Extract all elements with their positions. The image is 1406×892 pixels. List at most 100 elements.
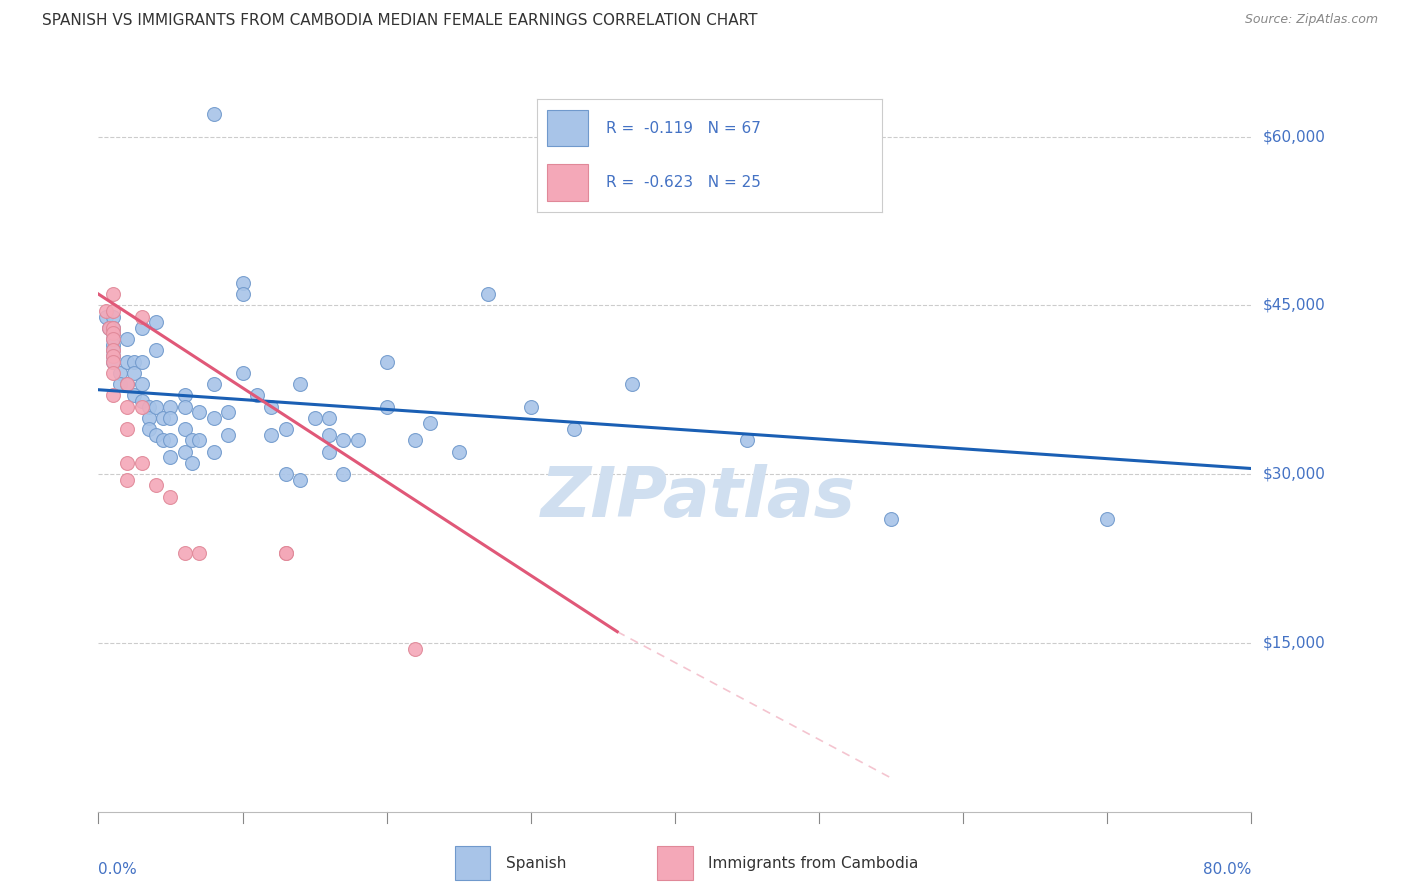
Point [152,410,174,425]
Point [97,321,120,335]
Point [290,377,312,392]
Text: $30,000: $30,000 [1263,467,1326,482]
Point [101,326,124,341]
Point [117,400,138,414]
Point [477,287,499,301]
Point [101,343,124,358]
Point [880,512,903,526]
Point [159,434,181,448]
Point [117,422,138,436]
Point [174,400,197,414]
Text: Immigrants from Cambodia: Immigrants from Cambodia [709,855,918,871]
Point [174,388,197,402]
Point [274,422,297,436]
Point [419,417,441,431]
Point [405,434,427,448]
Point [101,287,124,301]
Point [217,427,239,442]
Point [152,434,174,448]
Point [332,434,354,448]
Point [181,456,204,470]
Point [131,456,153,470]
Text: R =  -0.119   N = 67: R = -0.119 N = 67 [606,120,761,136]
Point [145,478,167,492]
FancyBboxPatch shape [658,846,693,880]
Text: Source: ZipAtlas.com: Source: ZipAtlas.com [1244,13,1378,27]
Point [108,366,131,380]
Point [562,422,585,436]
Point [117,377,138,392]
Point [131,377,153,392]
Text: $60,000: $60,000 [1263,129,1326,144]
Point [131,321,153,335]
Point [101,343,124,358]
Point [231,276,254,290]
Point [131,310,153,324]
Text: $15,000: $15,000 [1263,635,1326,650]
Text: 80.0%: 80.0% [1204,863,1251,878]
FancyBboxPatch shape [456,846,491,880]
Point [101,310,124,324]
Point [124,388,146,402]
Point [332,467,354,482]
Point [260,400,283,414]
Point [735,434,758,448]
FancyBboxPatch shape [547,110,588,146]
Point [101,321,124,335]
Point [117,332,138,346]
Point [181,434,204,448]
Point [188,405,211,419]
Point [159,450,181,465]
Point [375,354,398,368]
Point [101,326,124,341]
Text: R =  -0.623   N = 25: R = -0.623 N = 25 [606,175,761,190]
Point [620,377,643,392]
Point [117,473,138,487]
Point [274,467,297,482]
Text: ZIPatlas: ZIPatlas [540,464,855,531]
Point [246,388,269,402]
Point [94,304,117,318]
Point [159,410,181,425]
Point [101,332,124,346]
Point [520,400,543,414]
Point [145,343,167,358]
Point [124,366,146,380]
Point [217,405,239,419]
Point [101,337,124,351]
Point [101,349,124,363]
Point [145,427,167,442]
Point [346,434,368,448]
Point [290,473,312,487]
Point [202,107,225,121]
Point [117,456,138,470]
Point [101,304,124,318]
Point [145,400,167,414]
Point [145,315,167,329]
Point [202,410,225,425]
Point [405,641,427,656]
Point [188,546,211,560]
Point [318,444,340,458]
Point [138,400,160,414]
Point [101,332,124,346]
Point [131,354,153,368]
Point [101,366,124,380]
Point [101,349,124,363]
Text: SPANISH VS IMMIGRANTS FROM CAMBODIA MEDIAN FEMALE EARNINGS CORRELATION CHART: SPANISH VS IMMIGRANTS FROM CAMBODIA MEDI… [42,13,758,29]
Point [188,434,211,448]
Point [274,546,297,560]
Point [159,400,181,414]
Point [375,400,398,414]
FancyBboxPatch shape [547,164,588,201]
Point [174,422,197,436]
Text: 0.0%: 0.0% [98,863,138,878]
Point [231,287,254,301]
Point [131,400,153,414]
Point [117,377,138,392]
Point [101,388,124,402]
Text: Spanish: Spanish [506,855,567,871]
Point [318,427,340,442]
Point [101,354,124,368]
Point [1097,512,1119,526]
